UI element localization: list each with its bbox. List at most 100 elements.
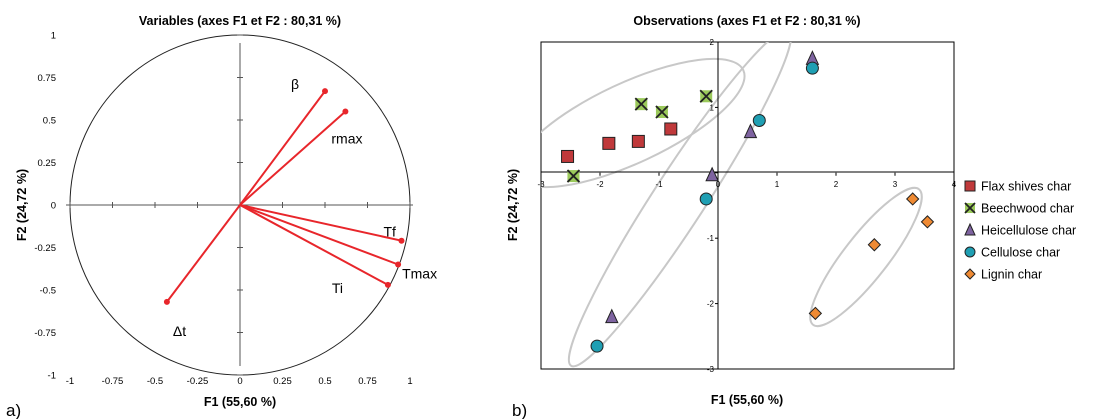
point-heicellulose-char xyxy=(743,123,758,139)
vector-delta-t xyxy=(239,90,326,206)
legend-marker xyxy=(964,268,976,280)
point-beechwood-char xyxy=(655,105,669,119)
panel-a-vectors: β rmax Tf Tmax Ti Δt xyxy=(163,76,437,339)
panel-a-ylabel: F2 (24,72 %) xyxy=(15,169,29,241)
panel-a-x-ticks: -1 -0.75 -0.5 -0.25 0 0.25 0.5 0.75 1 xyxy=(66,202,413,387)
vector-endpoint xyxy=(398,237,405,244)
point-heicellulose-char xyxy=(605,308,619,324)
legend-item-cellulose-char: Cellulose char xyxy=(964,246,1060,260)
vector-label: Tf xyxy=(384,224,397,240)
panel-b-points xyxy=(561,50,935,353)
x-tick-label: 1 xyxy=(775,180,780,189)
x-tick-label: 0 xyxy=(716,180,721,189)
cluster-ellipse-flax-beech xyxy=(541,57,746,189)
vector-label: rmax xyxy=(331,131,362,147)
vector-label: β xyxy=(291,76,299,92)
legend-label: Lignin char xyxy=(981,268,1042,282)
x-tick-label: 3 xyxy=(893,180,898,189)
panel-a-title: Variables (axes F1 et F2 : 80,31 %) xyxy=(139,14,341,28)
cluster-ellipses xyxy=(541,42,923,368)
legend-marker xyxy=(964,222,976,236)
x-tick-label: 0.5 xyxy=(318,376,331,387)
panel-b-title: Observations (axes F1 et F2 : 80,31 %) xyxy=(633,14,860,28)
legend-label: Beechwood char xyxy=(981,202,1074,216)
panel-a-xlabel: F1 (55,60 %) xyxy=(204,395,276,409)
cluster-ellipse-cellulose-hemi xyxy=(567,42,793,368)
point-cellulose-char xyxy=(805,61,819,75)
panel-b-xlabel: F1 (55,60 %) xyxy=(711,393,783,407)
y-tick-label: -0.5 xyxy=(40,286,56,297)
vector-endpoint xyxy=(342,108,349,115)
vector-tmax xyxy=(239,204,399,266)
legend-item-beechwood-char: Beechwood char xyxy=(964,202,1074,216)
panel-b-label: b) xyxy=(512,401,527,419)
x-tick-label: -1 xyxy=(655,180,663,189)
x-tick-label: -0.75 xyxy=(102,376,124,387)
point-cellulose-char xyxy=(752,113,766,127)
vector-endpoint xyxy=(395,261,402,268)
y-tick-label: -2 xyxy=(707,300,715,309)
y-tick-label: -0.25 xyxy=(34,243,56,254)
point-cellulose-char xyxy=(699,192,713,206)
legend: Flax shives char Beechwood char Heicellulo… xyxy=(964,180,1076,282)
vector-endpoint xyxy=(322,88,328,95)
y-tick-label: 0 xyxy=(51,201,56,212)
x-tick-label: 4 xyxy=(952,180,957,189)
y-tick-label: -3 xyxy=(707,365,715,374)
vector-endpoint xyxy=(384,281,391,288)
y-tick-label: 0.25 xyxy=(38,158,57,169)
legend-marker xyxy=(964,180,976,192)
y-tick-label: -0.75 xyxy=(34,328,56,339)
legend-marker xyxy=(964,202,976,214)
x-tick-label: -1 xyxy=(66,376,74,387)
x-tick-label: 2 xyxy=(834,180,839,189)
vector-label: Tmax xyxy=(402,266,437,282)
point-flax-shives-char xyxy=(664,122,678,136)
vector-label: Ti xyxy=(332,280,343,296)
panel-b-y-ticks: 2 1 0 -1 -2 -3 xyxy=(707,38,718,374)
panel-a: Variables (axes F1 et F2 : 80,31 %) a) F… xyxy=(6,14,437,419)
point-lignin-char xyxy=(905,192,920,206)
point-flax-shives-char xyxy=(561,149,575,163)
y-tick-label: -1 xyxy=(707,234,715,243)
x-tick-label: -0.5 xyxy=(147,376,163,387)
point-beechwood-char xyxy=(699,89,713,103)
y-tick-label: 2 xyxy=(710,38,715,47)
legend-label: Heicellulose char xyxy=(981,224,1076,238)
point-beechwood-char xyxy=(566,169,581,183)
legend-item-heicellulose-char: Heicellulose char xyxy=(964,222,1076,238)
panel-b: Observations (axes F1 et F2 : 80,31 %) b… xyxy=(506,14,957,419)
point-beechwood-char xyxy=(634,97,648,111)
x-tick-label: 0.75 xyxy=(358,376,377,387)
legend-item-lignin-char: Lignin char xyxy=(964,268,1042,282)
vector-endpoint xyxy=(163,298,170,305)
vector-rmax xyxy=(239,110,347,206)
y-tick-label: 0.75 xyxy=(38,73,57,84)
legend-label: Cellulose char xyxy=(981,246,1060,260)
legend-marker xyxy=(964,246,976,258)
vector-ti xyxy=(239,204,389,286)
y-tick-label: 1 xyxy=(51,31,56,42)
y-tick-label: 1 xyxy=(710,103,715,112)
x-tick-label: 0.25 xyxy=(273,376,292,387)
legend-item-flax-shives-char: Flax shives char xyxy=(964,180,1071,194)
point-heicellulose-char xyxy=(705,166,719,182)
point-lignin-char xyxy=(808,306,823,321)
legend-label: Flax shives char xyxy=(981,180,1071,194)
y-tick-label: 0.5 xyxy=(43,116,56,127)
x-tick-label: -2 xyxy=(596,180,604,189)
vector-t xyxy=(166,204,241,303)
y-tick-label: -1 xyxy=(48,371,56,382)
point-flax-shives-char xyxy=(602,136,616,150)
panel-a-label: a) xyxy=(6,401,21,419)
x-tick-label: 1 xyxy=(407,376,412,387)
vector-tf xyxy=(239,204,402,242)
vector-label: Δt xyxy=(173,323,186,339)
point-lignin-char xyxy=(920,215,935,229)
x-tick-label: 0 xyxy=(237,376,242,387)
panel-b-x-ticks: -3 -2 -1 0 1 2 3 4 xyxy=(537,172,957,189)
point-flax-shives-char xyxy=(631,134,645,148)
panel-b-ylabel: F2 (24,72 %) xyxy=(506,169,520,241)
x-tick-label: -3 xyxy=(537,180,545,189)
